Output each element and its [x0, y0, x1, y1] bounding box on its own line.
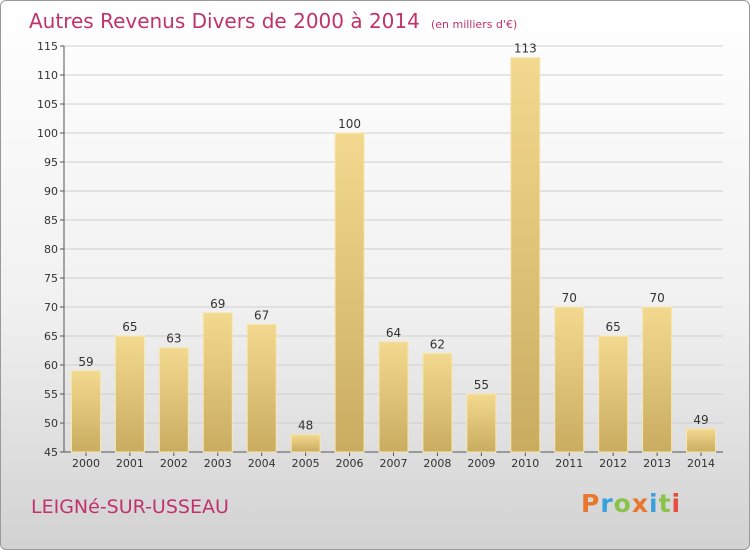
- chart-title-block: Autres Revenus Divers de 2000 à 2014 (en…: [29, 9, 517, 33]
- x-tick-label-2005: 2005: [292, 457, 320, 470]
- data-label-2014: 49: [693, 413, 708, 427]
- bar-2003: [202, 312, 233, 453]
- y-tick-label: 95: [44, 156, 58, 169]
- logo-letter: r: [600, 489, 614, 518]
- logo-letter: x: [631, 489, 649, 518]
- x-tick-label-2000: 2000: [72, 457, 100, 470]
- bar-2006: [334, 132, 365, 453]
- x-tick-labels: 2000 2001 2002 2003 2004 2005 2006 2007 2008 2009…: [72, 457, 715, 470]
- data-label-2004: 67: [254, 308, 269, 322]
- bar-2012: [598, 335, 629, 453]
- x-tick-label-2008: 2008: [423, 457, 451, 470]
- y-tick-label: 45: [44, 446, 58, 459]
- x-tick-label-2002: 2002: [160, 457, 188, 470]
- bar-2001: [114, 335, 145, 453]
- logo-letter: i: [649, 489, 659, 518]
- bar-2004: [246, 323, 277, 453]
- x-tick-label-2011: 2011: [555, 457, 583, 470]
- town-name: LEIGNé-SUR-USSEAU: [31, 496, 229, 518]
- data-label-2008: 62: [430, 337, 445, 351]
- y-tick-label: 55: [44, 388, 58, 401]
- proxiti-logo[interactable]: Proxiti: [581, 489, 681, 518]
- x-tick-label-2007: 2007: [380, 457, 408, 470]
- data-label-2009: 55: [474, 378, 489, 392]
- x-tick-label-2006: 2006: [336, 457, 364, 470]
- logo-letter: P: [581, 489, 601, 518]
- y-tick-label: 50: [44, 417, 58, 430]
- x-tick-label-2001: 2001: [116, 457, 144, 470]
- y-tick-label: 105: [37, 98, 58, 111]
- y-tick-label: 70: [44, 301, 58, 314]
- data-label-2006: 100: [338, 117, 361, 131]
- data-label-2005: 48: [298, 419, 313, 433]
- x-tick-label-2013: 2013: [643, 457, 671, 470]
- x-tick-label-2012: 2012: [599, 457, 627, 470]
- y-tick-label: 60: [44, 359, 58, 372]
- y-tick-label: 115: [37, 40, 58, 53]
- data-label-2001: 65: [122, 320, 137, 334]
- data-label-2002: 63: [166, 332, 181, 346]
- logo-letter: t: [658, 489, 672, 518]
- x-tick-label-2014: 2014: [687, 457, 715, 470]
- y-tick-label: 75: [44, 272, 58, 285]
- bar-2010: [510, 57, 541, 453]
- logo-letter: o: [613, 489, 632, 518]
- x-tick-label-2003: 2003: [204, 457, 232, 470]
- chart-title: Autres Revenus Divers de 2000 à 2014: [29, 9, 420, 33]
- data-label-2000: 59: [78, 355, 93, 369]
- data-label-2010: 113: [514, 42, 537, 56]
- y-tick-label: 65: [44, 330, 58, 343]
- x-tick-label-2009: 2009: [467, 457, 495, 470]
- data-label-2003: 69: [210, 297, 225, 311]
- data-label-2011: 70: [562, 291, 577, 305]
- bar-2013: [642, 306, 673, 453]
- logo-letter: i: [671, 489, 682, 518]
- chart-subtitle: (en milliers d'€): [430, 18, 518, 31]
- bar-2009: [466, 393, 497, 453]
- data-label-2007: 64: [386, 326, 401, 340]
- bar-2011: [554, 306, 585, 453]
- bar-2014: [686, 428, 717, 453]
- bar-2002: [158, 347, 189, 453]
- data-label-2012: 65: [606, 320, 621, 334]
- y-tick-label: 85: [44, 214, 58, 227]
- data-label-2013: 70: [649, 291, 664, 305]
- y-tick-label: 90: [44, 185, 58, 198]
- bar-2005: [290, 434, 321, 453]
- y-tick-label: 110: [37, 69, 58, 82]
- y-tick-label: 100: [37, 127, 58, 140]
- bar-2008: [422, 352, 453, 453]
- y-tick-label: 80: [44, 243, 58, 256]
- bar-2007: [378, 341, 409, 453]
- bars: 59 65 63 69 67 48 100 64 62 55 113 70 65 70 49: [70, 42, 717, 453]
- x-tick-label-2004: 2004: [248, 457, 276, 470]
- x-tick-label-2010: 2010: [511, 457, 539, 470]
- y-tick-labels: 45 50 55 60 65 70 75 80 85 90 95 100 105 110 115: [37, 40, 58, 459]
- bar-2000: [70, 370, 101, 453]
